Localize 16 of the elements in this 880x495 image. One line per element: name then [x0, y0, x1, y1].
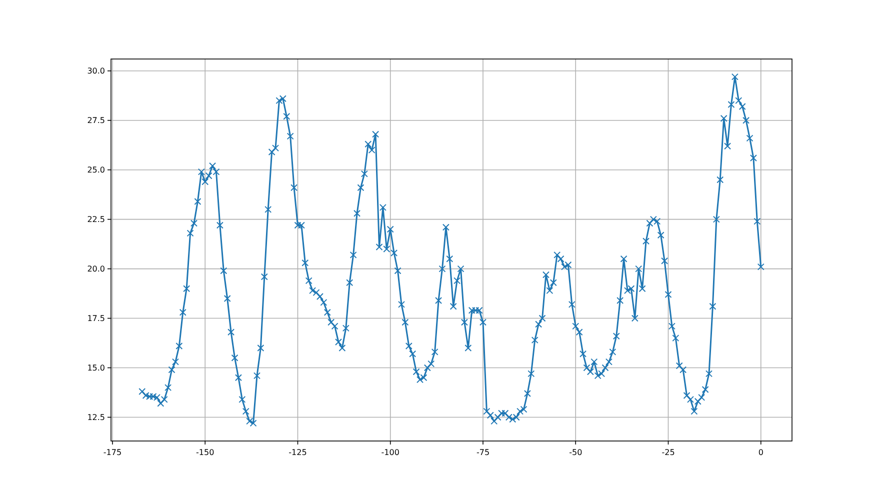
y-tick-label: 20.0 [87, 264, 105, 274]
y-tick-label: 15.0 [87, 363, 105, 372]
x-tick-label: -50 [569, 448, 582, 457]
y-tick-label: 30.0 [87, 66, 105, 76]
y-tick-label: 22.5 [87, 214, 105, 224]
x-tick-label: -150 [196, 448, 214, 457]
x-tick-label: -175 [103, 448, 122, 457]
y-tick-label: 25.0 [87, 165, 105, 174]
x-tick-label: -75 [476, 448, 490, 457]
x-tick-label: -100 [381, 448, 400, 457]
x-tick-label: -125 [288, 448, 307, 457]
x-tick-label: -25 [662, 448, 675, 457]
y-tick-label: 12.5 [87, 412, 105, 422]
y-tick-label: 17.5 [87, 314, 105, 323]
y-tick-label: 27.5 [87, 116, 105, 125]
x-tick-label: 0 [758, 448, 764, 457]
